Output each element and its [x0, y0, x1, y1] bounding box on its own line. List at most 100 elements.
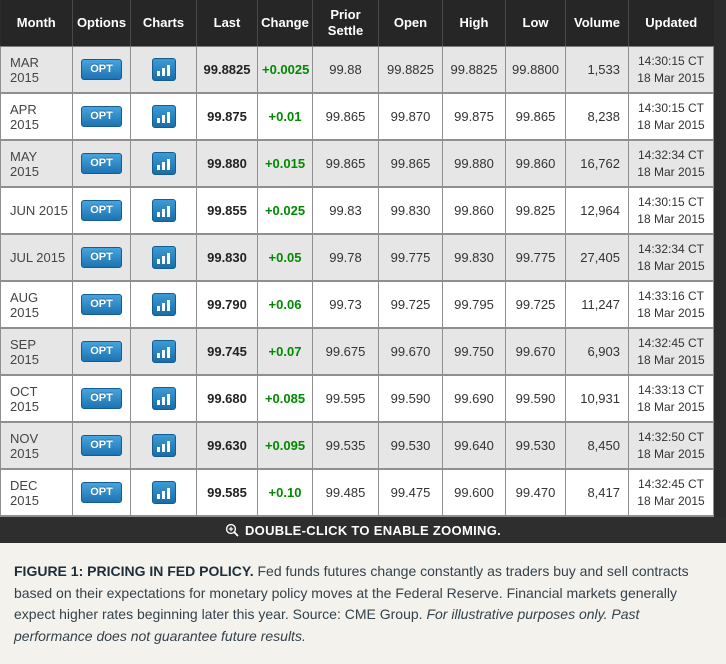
- updated-cell: 14:32:50 CT 18 Mar 2015: [628, 421, 714, 470]
- bar-chart-icon[interactable]: [151, 340, 176, 363]
- updated-cell: 14:30:15 CT 18 Mar 2015: [628, 186, 714, 235]
- options-button[interactable]: OPT: [81, 341, 122, 362]
- high-cell: 99.690: [442, 374, 506, 423]
- options-button[interactable]: OPT: [81, 294, 122, 315]
- high-cell: 99.795: [442, 280, 506, 329]
- low-cell: 99.775: [505, 233, 566, 282]
- high-cell: 99.8825: [442, 46, 506, 94]
- last-price-cell: 99.855: [196, 186, 258, 235]
- fed-funds-futures-table: Month Options Charts Last Change Prior Settle…: [0, 0, 714, 517]
- options-cell: OPT: [72, 233, 131, 282]
- change-cell: +0.10: [257, 468, 313, 517]
- options-button[interactable]: OPT: [81, 106, 122, 127]
- bar-chart-icon[interactable]: [151, 387, 176, 410]
- bar-chart-icon[interactable]: [151, 434, 176, 457]
- futures-quotes-widget: Month Options Charts Last Change Prior Settle…: [0, 0, 726, 543]
- updated-date: 18 Mar 2015: [637, 399, 705, 414]
- column-header-options: Options: [72, 0, 131, 47]
- low-cell: 99.530: [505, 421, 566, 470]
- bar-chart-icon[interactable]: [151, 246, 176, 269]
- updated-time: 14:30:15 CT: [637, 195, 705, 210]
- charts-cell: [130, 374, 197, 423]
- prior-settle-cell: 99.675: [312, 327, 379, 376]
- table-row: DEC 2015 OPT 99.585 +0.10 99.485 99.475 …: [0, 468, 714, 517]
- month-cell: APR 2015: [0, 92, 73, 141]
- table-row: APR 2015 OPT 99.875 +0.01 99.865 99.870 …: [0, 92, 714, 141]
- options-button[interactable]: OPT: [81, 435, 122, 456]
- charts-cell: [130, 280, 197, 329]
- column-header-volume: Volume: [565, 0, 629, 47]
- bar-chart-icon[interactable]: [151, 199, 176, 222]
- month-cell: DEC 2015: [0, 468, 73, 517]
- bar-chart-icon[interactable]: [151, 293, 176, 316]
- options-cell: OPT: [72, 92, 131, 141]
- options-button[interactable]: OPT: [81, 247, 122, 268]
- table-header: Month Options Charts Last Change Prior Settle…: [0, 0, 714, 47]
- options-button[interactable]: OPT: [81, 482, 122, 503]
- column-header-high: High: [442, 0, 506, 47]
- month-cell: AUG 2015: [0, 280, 73, 329]
- table-row: AUG 2015 OPT 99.790 +0.06 99.73 99.725 9…: [0, 280, 714, 329]
- volume-cell: 16,762: [565, 139, 629, 188]
- options-button[interactable]: OPT: [81, 59, 122, 80]
- open-cell: 99.830: [378, 186, 443, 235]
- bar-chart-icon[interactable]: [151, 481, 176, 504]
- prior-settle-cell: 99.535: [312, 421, 379, 470]
- month-cell: JUN 2015: [0, 186, 73, 235]
- change-cell: +0.085: [257, 374, 313, 423]
- high-cell: 99.880: [442, 139, 506, 188]
- open-cell: 99.870: [378, 92, 443, 141]
- volume-cell: 10,931: [565, 374, 629, 423]
- caption-title: FIGURE 1: PRICING IN FED POLICY.: [14, 563, 254, 579]
- updated-date: 18 Mar 2015: [637, 493, 705, 508]
- change-cell: +0.06: [257, 280, 313, 329]
- change-cell: +0.01: [257, 92, 313, 141]
- table-row: SEP 2015 OPT 99.745 +0.07 99.675 99.670 …: [0, 327, 714, 376]
- table-row: JUL 2015 OPT 99.830 +0.05 99.78 99.775 9…: [0, 233, 714, 282]
- magnifier-plus-icon: [225, 523, 239, 537]
- options-button[interactable]: OPT: [81, 200, 122, 221]
- caption-body: Fed funds futures change constantly as t…: [14, 563, 689, 623]
- options-button[interactable]: OPT: [81, 153, 122, 174]
- updated-time: 14:30:15 CT: [637, 101, 705, 116]
- prior-settle-cell: 99.83: [312, 186, 379, 235]
- options-cell: OPT: [72, 421, 131, 470]
- bar-chart-icon[interactable]: [151, 152, 176, 175]
- column-header-month: Month: [0, 0, 73, 47]
- low-cell: 99.590: [505, 374, 566, 423]
- updated-cell: 14:32:34 CT 18 Mar 2015: [628, 233, 714, 282]
- charts-cell: [130, 327, 197, 376]
- options-cell: OPT: [72, 280, 131, 329]
- bar-chart-icon[interactable]: [151, 105, 176, 128]
- month-cell: JUL 2015: [0, 233, 73, 282]
- last-price-cell: 99.830: [196, 233, 258, 282]
- prior-settle-cell: 99.73: [312, 280, 379, 329]
- options-cell: OPT: [72, 46, 131, 94]
- updated-time: 14:30:15 CT: [637, 54, 705, 69]
- last-price-cell: 99.680: [196, 374, 258, 423]
- zoom-notice-bar[interactable]: DOUBLE-CLICK TO ENABLE ZOOMING.: [0, 517, 726, 543]
- charts-cell: [130, 186, 197, 235]
- volume-cell: 11,247: [565, 280, 629, 329]
- low-cell: 99.865: [505, 92, 566, 141]
- updated-cell: 14:32:45 CT 18 Mar 2015: [628, 327, 714, 376]
- updated-time: 14:33:13 CT: [637, 383, 705, 398]
- high-cell: 99.860: [442, 186, 506, 235]
- column-header-change: Change: [257, 0, 313, 47]
- high-cell: 99.640: [442, 421, 506, 470]
- bar-chart-icon[interactable]: [151, 58, 176, 81]
- low-cell: 99.470: [505, 468, 566, 517]
- updated-date: 18 Mar 2015: [637, 211, 705, 226]
- options-cell: OPT: [72, 186, 131, 235]
- column-header-last: Last: [196, 0, 258, 47]
- volume-cell: 6,903: [565, 327, 629, 376]
- updated-cell: 14:30:15 CT 18 Mar 2015: [628, 92, 714, 141]
- updated-time: 14:32:34 CT: [637, 148, 705, 163]
- updated-cell: 14:33:13 CT 18 Mar 2015: [628, 374, 714, 423]
- updated-date: 18 Mar 2015: [637, 446, 705, 461]
- updated-time: 14:32:45 CT: [637, 336, 705, 351]
- options-button[interactable]: OPT: [81, 388, 122, 409]
- last-price-cell: 99.790: [196, 280, 258, 329]
- header-row: Month Options Charts Last Change Prior Settle…: [0, 0, 714, 47]
- table-row: MAR 2015 OPT 99.8825 +0.0025 99.88 99.88…: [0, 46, 714, 94]
